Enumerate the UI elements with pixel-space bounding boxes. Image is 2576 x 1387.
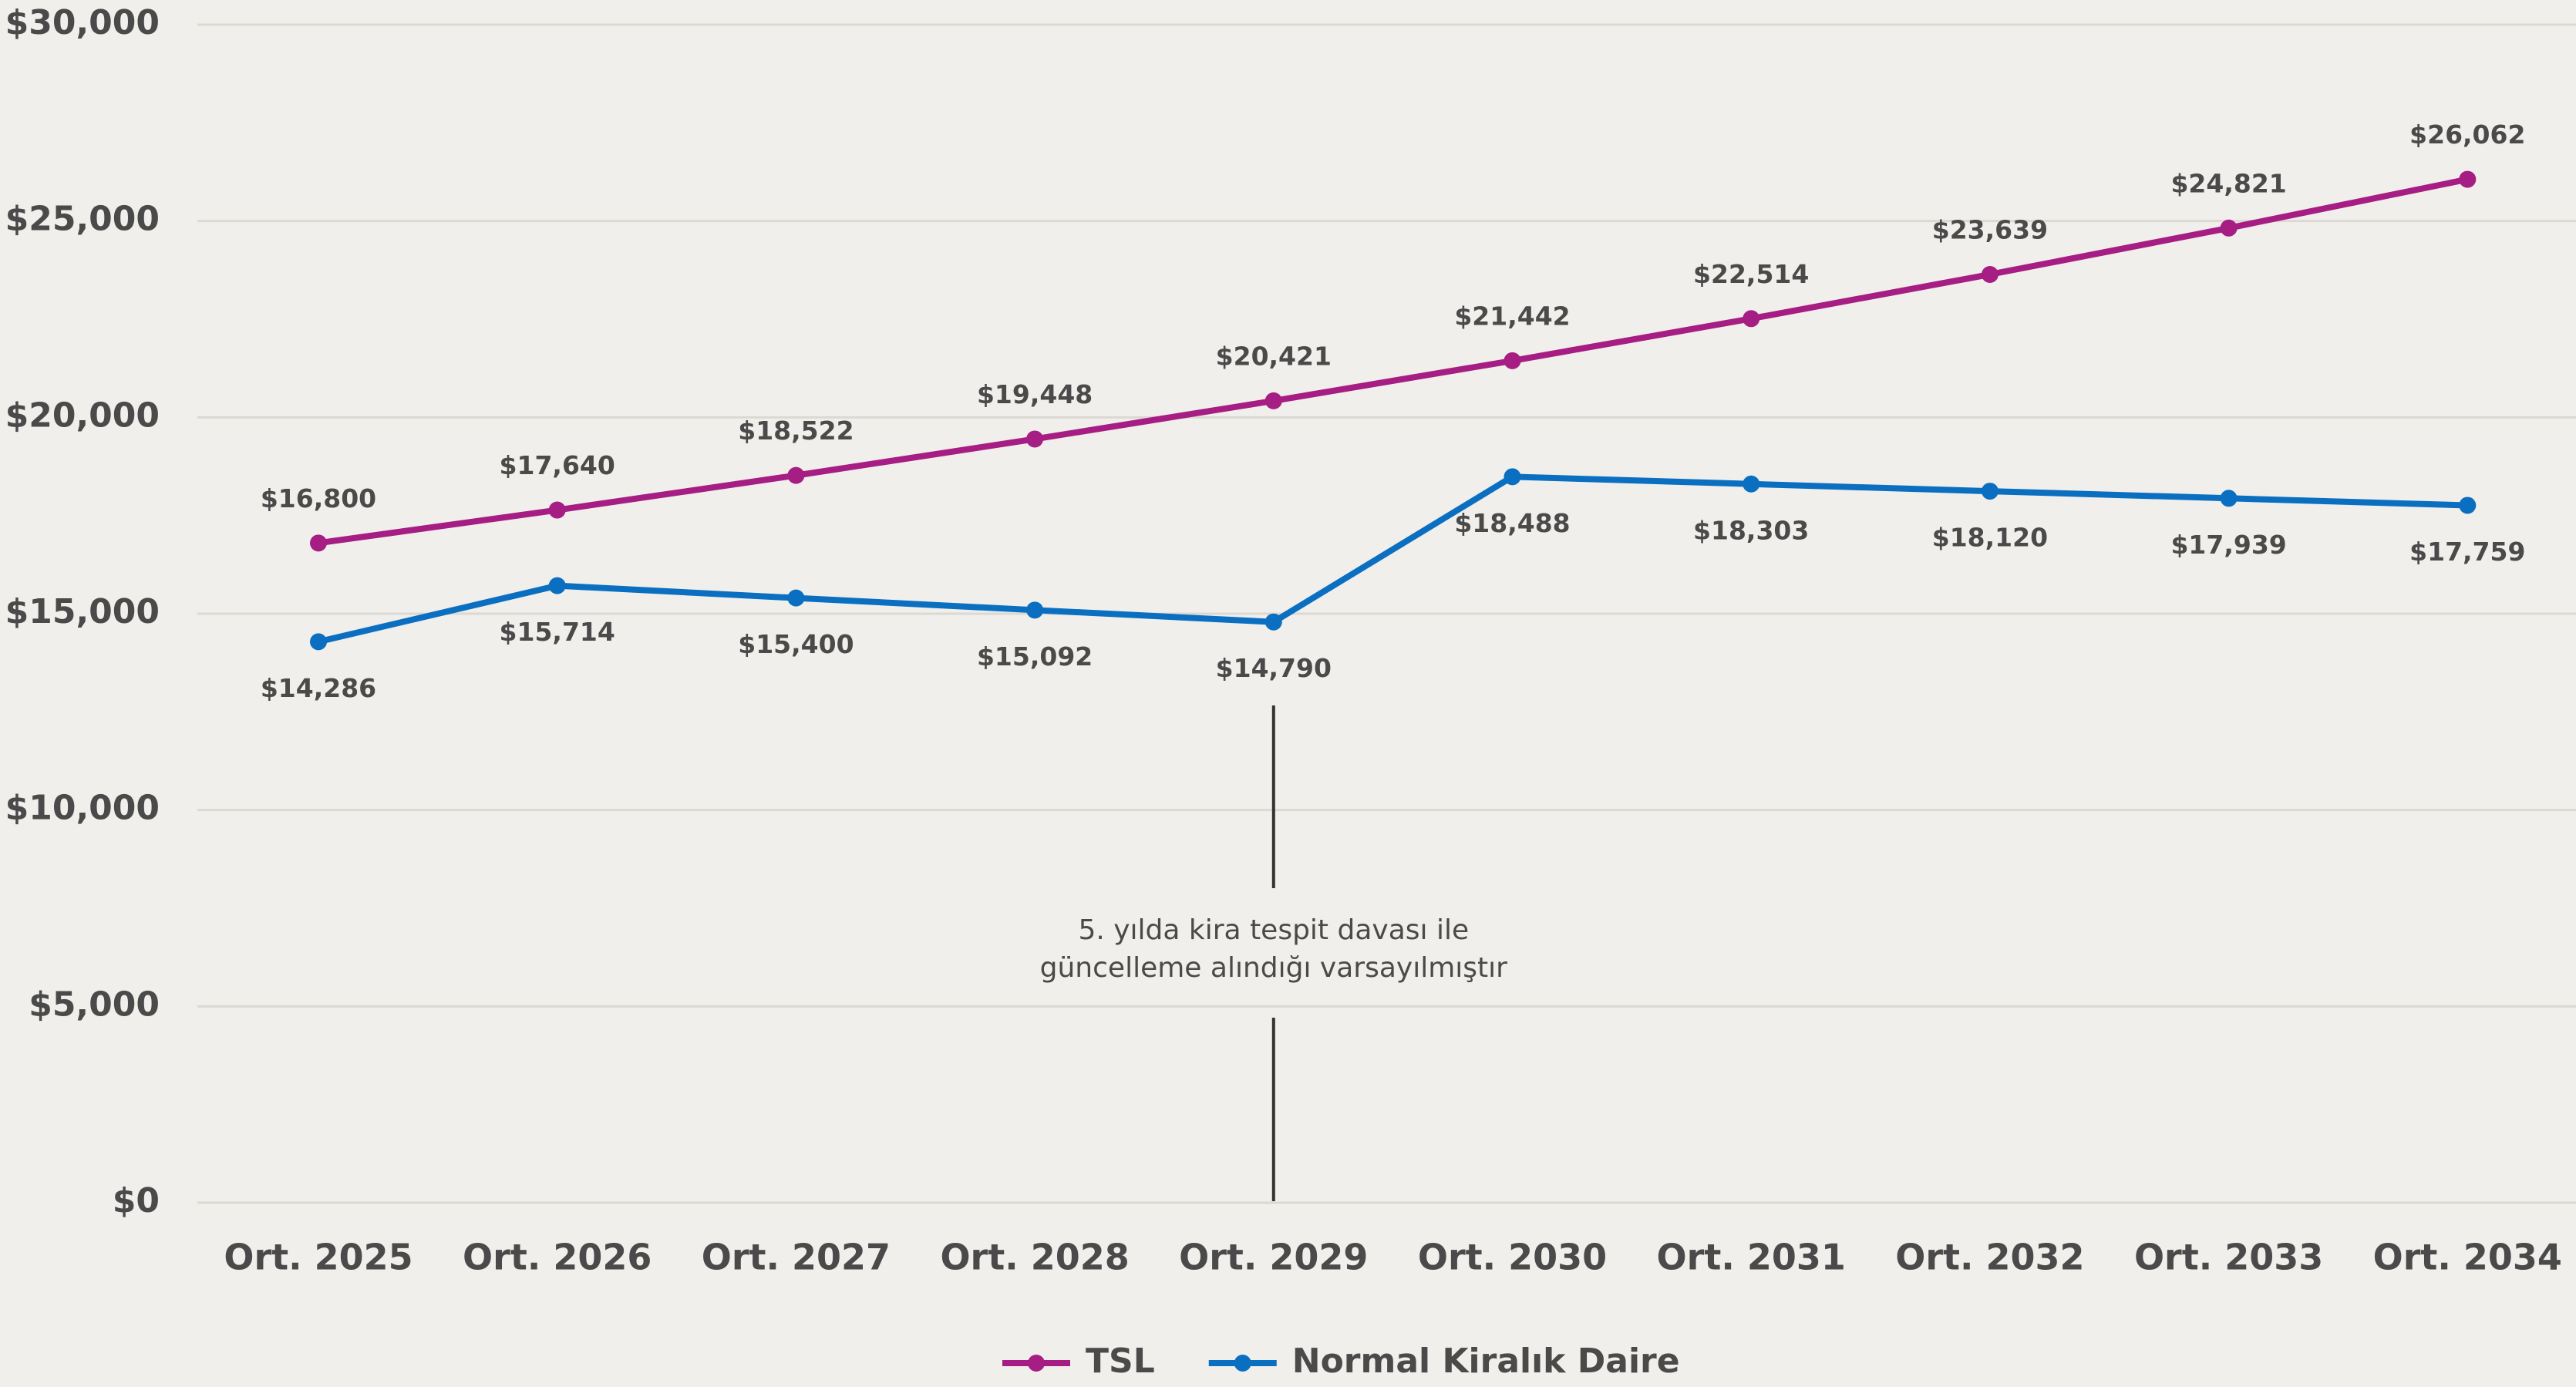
data-point [1743, 475, 1760, 493]
legend-label: Normal Kiralık Daire [1292, 1342, 1680, 1381]
legend-swatch [1028, 1355, 1045, 1372]
x-tick-label: Ort. 2030 [1418, 1237, 1607, 1278]
data-label: $26,062 [2409, 120, 2525, 150]
data-point [548, 501, 566, 519]
data-point [310, 633, 327, 651]
data-label: $18,303 [1693, 515, 1809, 545]
x-tick-label: Ort. 2034 [2373, 1237, 2562, 1278]
data-label: $23,639 [1932, 214, 2048, 244]
data-point [2459, 170, 2477, 188]
data-label: $19,448 [977, 379, 1093, 409]
data-label: $15,092 [977, 641, 1093, 672]
y-tick-label: $25,000 [5, 200, 160, 239]
data-point [1743, 310, 1760, 328]
data-point [1026, 430, 1044, 448]
data-label: $15,714 [500, 617, 615, 647]
data-point [1026, 601, 1044, 619]
data-label: $14,286 [261, 673, 376, 703]
data-label: $21,442 [1454, 301, 1570, 331]
data-label: $24,821 [2170, 168, 2286, 198]
data-label: $18,488 [1454, 508, 1570, 538]
x-tick-label: Ort. 2033 [2134, 1237, 2323, 1278]
data-point [1981, 265, 1999, 283]
annotation-text: 5. yılda kira tespit davası ile [1078, 914, 1469, 946]
data-label: $18,522 [738, 416, 854, 446]
y-tick-label: $10,000 [5, 789, 160, 828]
data-point [2220, 490, 2238, 507]
series-line [318, 473, 2468, 645]
series-line [318, 176, 2469, 547]
data-point [548, 577, 566, 594]
data-point [1264, 613, 1282, 631]
y-tick-label: $15,000 [5, 592, 160, 631]
x-tick-label: Ort. 2025 [224, 1237, 412, 1278]
data-label: $20,421 [1216, 341, 1332, 371]
data-label: $18,120 [1932, 523, 2048, 553]
data-point [1981, 483, 1999, 500]
data-point [2459, 497, 2477, 514]
legend-swatch [1234, 1355, 1251, 1372]
data-label: $22,514 [1693, 259, 1809, 289]
data-point [787, 466, 805, 484]
y-tick-label: $20,000 [5, 396, 160, 435]
y-tick-label: $5,000 [29, 985, 160, 1024]
data-point [1504, 352, 1521, 369]
y-tick-label: $30,000 [5, 3, 160, 42]
x-tick-label: Ort. 2032 [1895, 1237, 2084, 1278]
legend-label: TSL [1086, 1342, 1155, 1381]
x-tick-label: Ort. 2029 [1179, 1237, 1368, 1278]
data-point [310, 534, 327, 552]
annotation-text: güncelleme alındığı varsayılmıştır [1040, 952, 1508, 984]
data-point [1264, 392, 1282, 409]
data-label: $17,939 [2170, 530, 2286, 560]
data-label: $17,759 [2409, 537, 2525, 567]
data-point [2220, 219, 2238, 237]
data-point [1504, 468, 1521, 486]
data-label: $16,800 [261, 483, 376, 513]
x-tick-label: Ort. 2026 [463, 1237, 652, 1278]
x-tick-label: Ort. 2027 [702, 1237, 891, 1278]
data-label: $14,790 [1216, 653, 1332, 683]
data-label: $17,640 [500, 450, 615, 480]
x-tick-label: Ort. 2031 [1657, 1237, 1846, 1278]
x-tick-label: Ort. 2028 [940, 1237, 1129, 1278]
y-tick-label: $0 [113, 1181, 160, 1220]
data-point [787, 589, 805, 607]
data-label: $15,400 [738, 629, 854, 659]
